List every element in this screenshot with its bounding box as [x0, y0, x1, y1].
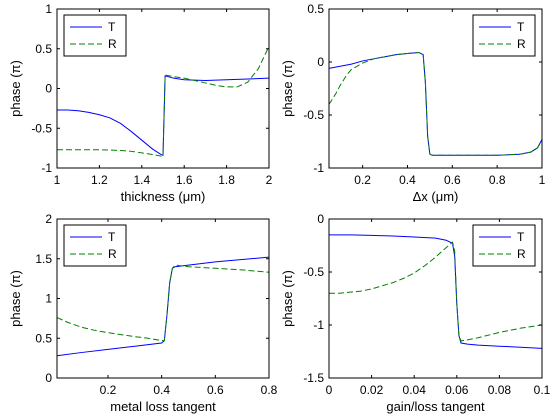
- series-line-t: [329, 234, 543, 349]
- y-tick-label: 1: [45, 292, 52, 306]
- legend-box: [63, 224, 127, 267]
- legend-label-r: R: [517, 247, 526, 261]
- x-tick-label: 1.2: [91, 173, 108, 187]
- y-tick-label: -1: [41, 161, 52, 175]
- chart-panel-4: 0 0.02 0.04 0.06 0.08 0.1 -1.5 -1 -0.5 0 gain/loss…: [280, 212, 551, 414]
- x-tick-label: 0.4: [153, 383, 170, 397]
- x-tick-label: 0.6: [207, 383, 224, 397]
- x-tick-label: 1: [54, 173, 61, 187]
- legend-label-r: R: [108, 247, 117, 261]
- y-tick-label: -1.5: [303, 371, 324, 385]
- series-line-r: [329, 241, 543, 342]
- x-tick-label: 1.6: [176, 173, 193, 187]
- y-tick-label: 0.5: [307, 2, 324, 16]
- legend-label-t: T: [108, 20, 116, 34]
- axes-frame: [328, 8, 543, 169]
- series-line-t: [57, 75, 270, 156]
- legend-label-r: R: [517, 37, 526, 51]
- legend-label-r: R: [108, 37, 117, 51]
- y-tick-label: 0.5: [35, 42, 52, 56]
- x-tick-label: 0.8: [261, 383, 278, 397]
- y-axis-label: phase (π): [280, 270, 295, 327]
- y-axis-label: phase (π): [8, 60, 23, 117]
- x-tick-label: 0.08: [488, 383, 512, 397]
- x-tick-label: 0: [326, 383, 333, 397]
- x-tick-label: 0.4: [399, 173, 416, 187]
- y-tick-label: 2: [45, 212, 52, 226]
- y-axis-label: phase (π): [280, 60, 295, 117]
- x-tick-label: 1: [539, 173, 546, 187]
- x-tick-label: 1.8: [218, 173, 235, 187]
- x-tick-label: 0.2: [100, 383, 117, 397]
- series-line-r: [328, 51, 543, 156]
- legend: TR: [63, 14, 127, 57]
- x-tick-label: 0.06: [445, 383, 469, 397]
- chart-panel-3: 0.2 0.4 0.6 0.8 0 0.5 1 1.5 2 metal loss tangent p…: [8, 212, 278, 414]
- y-tick-label: 0: [317, 55, 324, 69]
- x-tick-label: 1.4: [133, 173, 150, 187]
- x-tick-label: 0.1: [534, 383, 551, 397]
- x-tick-label: 0.6: [444, 173, 461, 187]
- y-tick-label: 0: [45, 371, 52, 385]
- x-tick-label: 0.2: [354, 173, 371, 187]
- legend: TR: [472, 14, 536, 57]
- axes-frame: [328, 218, 543, 379]
- series-line-r: [56, 264, 270, 342]
- series-line-r: [57, 46, 270, 158]
- legend-label-t: T: [517, 20, 525, 34]
- y-tick-label: -0.5: [303, 265, 324, 279]
- legend: TR: [472, 224, 536, 267]
- legend-box: [472, 224, 536, 267]
- x-axis-label: thickness (μm): [121, 189, 206, 204]
- y-tick-label: 0.5: [35, 331, 52, 345]
- y-tick-label: 0: [317, 212, 324, 226]
- y-tick-label: 1.5: [35, 252, 52, 266]
- y-tick-label: -0.5: [31, 121, 52, 135]
- x-axis-label: Δx (μm): [413, 189, 459, 204]
- y-tick-label: 1: [45, 2, 52, 16]
- y-tick-label: -1: [313, 161, 324, 175]
- y-tick-label: -0.5: [303, 108, 324, 122]
- x-tick-label: 2: [266, 173, 273, 187]
- series-line-t: [56, 256, 270, 357]
- legend-box: [472, 14, 536, 57]
- legend: TR: [63, 224, 127, 267]
- chart-panel-1: 1 1.2 1.4 1.6 1.8 2 -1 -0.5 0 0.5 1 thickness (μm) p…: [8, 2, 273, 204]
- y-tick-label: -1: [313, 318, 324, 332]
- y-tick-label: 0: [45, 82, 52, 96]
- legend-label-t: T: [108, 230, 116, 244]
- legend-label-t: T: [517, 230, 525, 244]
- x-tick-label: 0.8: [489, 173, 506, 187]
- x-axis-label: gain/loss tangent: [386, 399, 485, 414]
- x-tick-label: 0.02: [360, 383, 384, 397]
- x-tick-label: 0.04: [403, 383, 427, 397]
- legend-box: [63, 14, 127, 57]
- chart-panel-2: 0.2 0.4 0.6 0.8 1 -1 -0.5 0 0.5 Δx (μm) phase (π) T…: [280, 2, 546, 204]
- y-axis-label: phase (π): [8, 270, 23, 327]
- x-axis-label: metal loss tangent: [110, 399, 216, 414]
